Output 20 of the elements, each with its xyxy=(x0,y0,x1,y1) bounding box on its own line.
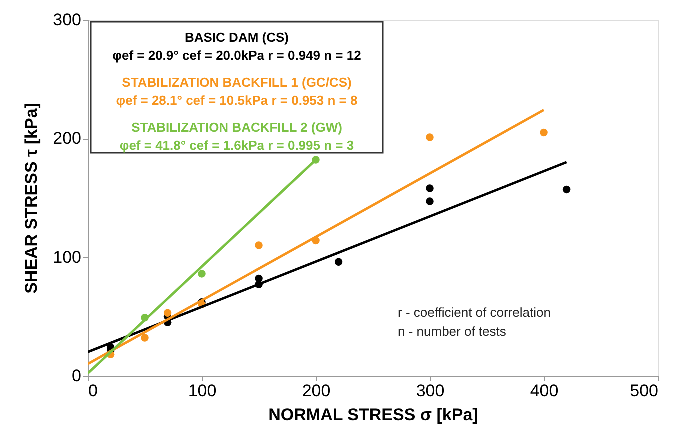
text: STABILIZATION BACKFILL 1 (GC/CS) xyxy=(122,75,352,90)
annotation: n - number of tests xyxy=(398,324,507,339)
y-axis-title: SHEAR STRESS τ [kPa] xyxy=(22,103,42,294)
x-axis-title: NORMAL STRESS σ [kPa] xyxy=(268,406,478,424)
y-tick-label: 300 xyxy=(53,10,82,30)
y-tick-label: 100 xyxy=(53,248,82,267)
annotation: φef = 20.9° cef = 20.0kPa r = 0.949 n = 12 xyxy=(112,48,362,63)
x-tick-label: 200 xyxy=(302,382,331,400)
annotation: φef = 41.8° cef = 1.6kPa r = 0.995 n = 3 xyxy=(120,138,354,153)
x-tick-label: 100 xyxy=(188,382,217,400)
x-tick-label: 500 xyxy=(630,382,658,400)
annotation: φef = 28.1° cef = 10.5kPa r = 0.953 n = 8 xyxy=(116,93,358,108)
text: BASIC DAM (CS) xyxy=(185,30,289,45)
x-tick-label: 300 xyxy=(416,382,445,400)
y-tick-label: 0 xyxy=(72,366,82,386)
y-tick-label: 200 xyxy=(53,129,82,148)
annotation: r - coefficient of correlation xyxy=(398,305,551,320)
x-tick-label: 400 xyxy=(530,382,559,400)
x-tick-label: 0 xyxy=(88,382,98,400)
text: STABILIZATION BACKFILL 2 (GW) xyxy=(132,120,342,135)
